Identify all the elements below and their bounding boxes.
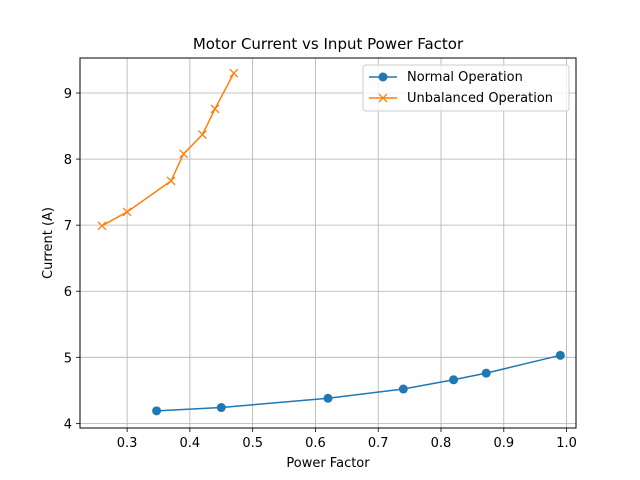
data-point-unbalanced-operation bbox=[179, 149, 189, 159]
data-point-unbalanced-operation bbox=[229, 68, 239, 78]
y-tick-label: 8 bbox=[64, 153, 72, 168]
y-tick-label: 5 bbox=[64, 351, 72, 366]
x-tick-label: 0.9 bbox=[493, 436, 514, 451]
x-axis-label: Power Factor bbox=[286, 456, 370, 471]
data-point-normal-operation bbox=[323, 393, 333, 403]
data-point-normal-operation bbox=[481, 368, 491, 378]
data-point-unbalanced-operation bbox=[122, 207, 132, 217]
data-point-normal-operation bbox=[398, 384, 408, 394]
grid bbox=[80, 58, 576, 428]
data-point-normal-operation bbox=[449, 375, 459, 385]
data-point-unbalanced-operation bbox=[97, 221, 107, 231]
data-point-normal-operation bbox=[216, 403, 226, 413]
y-tick-label: 6 bbox=[64, 285, 72, 300]
legend-marker-normal bbox=[378, 72, 388, 82]
data-point-unbalanced-operation bbox=[197, 130, 207, 140]
x-tick-label: 0.8 bbox=[431, 436, 452, 451]
y-axis-label: Current (A) bbox=[41, 207, 56, 279]
legend: Normal Operation Unbalanced Operation bbox=[362, 64, 570, 112]
data-point-unbalanced-operation bbox=[166, 176, 176, 186]
y-tick-label: 4 bbox=[64, 417, 72, 432]
x-tick-label: 0.5 bbox=[242, 436, 263, 451]
y-tick-label: 9 bbox=[64, 87, 72, 102]
legend-marker-unbalanced bbox=[378, 93, 388, 103]
data-point-normal-operation bbox=[152, 406, 162, 416]
y-tick-label: 7 bbox=[64, 219, 72, 234]
legend-label-unbalanced: Unbalanced Operation bbox=[407, 91, 553, 106]
data-point-normal-operation bbox=[555, 350, 565, 360]
legend-label-normal: Normal Operation bbox=[407, 70, 523, 85]
x-tick-label: 0.4 bbox=[180, 436, 201, 451]
legend-box bbox=[362, 64, 570, 112]
x-tick-label: 1.0 bbox=[556, 436, 577, 451]
x-tick-label: 0.6 bbox=[305, 436, 326, 451]
axis-ticks: 0.3 0.4 0.5 0.6 0.7 0.8 0.9 1.0 4 5 6 7 8 9 bbox=[64, 87, 577, 451]
data-point-unbalanced-operation bbox=[210, 104, 220, 114]
chart-title: Motor Current vs Input Power Factor bbox=[193, 35, 464, 53]
x-tick-label: 0.7 bbox=[368, 436, 389, 451]
plot-series bbox=[97, 68, 565, 416]
plot-frame bbox=[79, 57, 577, 429]
x-tick-label: 0.3 bbox=[117, 436, 138, 451]
